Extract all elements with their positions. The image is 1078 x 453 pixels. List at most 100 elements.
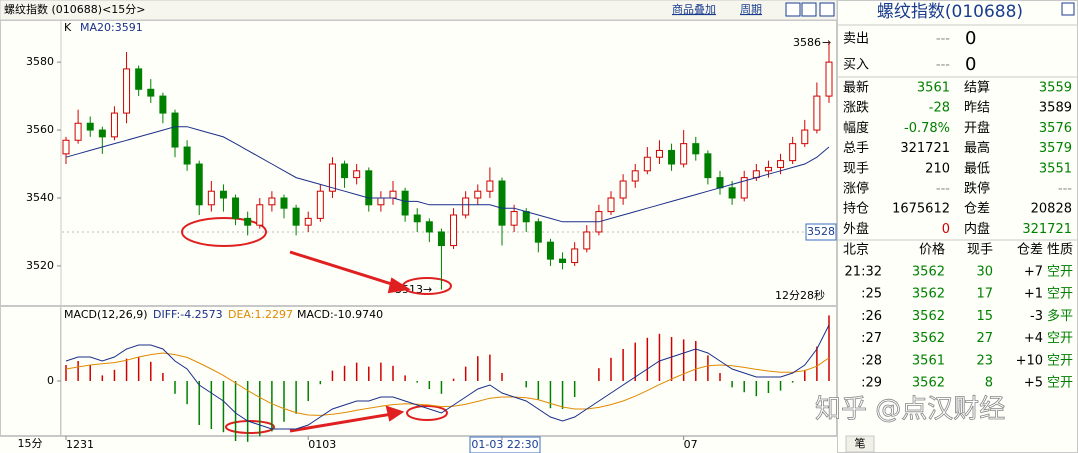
panel-button[interactable]	[1061, 2, 1075, 16]
candle-body	[292, 207, 300, 226]
trade-cell: 3562	[912, 287, 945, 302]
candle-body	[619, 180, 627, 199]
candle-body	[486, 180, 494, 192]
trade-cell: +4	[1024, 331, 1043, 346]
quote-value: 3576	[1039, 121, 1072, 136]
arrow	[289, 250, 399, 288]
trade-cell: 3562	[912, 376, 945, 391]
macd-value-label: MACD:-10.9740	[297, 308, 383, 321]
quote-value: -28	[929, 101, 950, 116]
candle-body	[728, 187, 736, 199]
overlay-button[interactable]: 商品叠加	[672, 2, 716, 16]
dea-line	[65, 352, 830, 416]
candle-body	[159, 95, 167, 114]
nav-button[interactable]	[801, 2, 817, 17]
high-arrow: →	[822, 36, 831, 49]
quote-label: 幅度	[843, 120, 869, 136]
y-tick-label: 3580	[26, 55, 54, 68]
candle-body	[98, 129, 106, 138]
watermark: 知乎 @点汉财经	[815, 395, 1005, 425]
trade-cell: 3562	[912, 265, 945, 280]
candle-body	[341, 163, 349, 179]
trade-cell: 3562	[912, 331, 945, 346]
candle-body	[631, 170, 639, 182]
quote-value: ---	[1058, 182, 1072, 197]
trade-cell: 17	[976, 287, 993, 302]
macd-diff-label: DIFF:-4.2573	[153, 308, 223, 321]
candle-body	[123, 68, 131, 114]
book-price: ---	[936, 32, 950, 47]
trade-cell: 空开	[1047, 287, 1073, 302]
quote-label: 涨跌	[843, 100, 869, 116]
quote-label: 昨结	[964, 101, 990, 116]
quote-value: -0.78%	[904, 121, 950, 136]
trade-cell: :26	[861, 309, 882, 324]
candle-body	[62, 139, 70, 155]
trade-cell: -3	[1030, 309, 1043, 324]
trade-cell: 27	[976, 331, 993, 346]
candle-body	[498, 180, 506, 226]
tab[interactable]	[845, 435, 875, 453]
candle-body	[280, 197, 288, 209]
trades-header: 性质	[1047, 243, 1073, 258]
period-label: 15分	[18, 437, 43, 450]
trade-cell: 3562	[912, 309, 945, 324]
quote-label: 持仓	[843, 202, 869, 217]
candle-body	[643, 156, 651, 172]
trade-cell: 30	[976, 265, 993, 280]
candle-body	[147, 88, 155, 97]
y-tick-label: 3560	[26, 123, 54, 136]
candle-body	[777, 160, 785, 168]
trade-cell: 空开	[1047, 376, 1073, 391]
trade-cell: 21:32	[845, 265, 882, 280]
candle-body	[389, 190, 397, 199]
arrow-head	[387, 277, 411, 294]
book-label: 卖出	[843, 32, 869, 47]
nav-buttons	[785, 2, 835, 17]
quote-label: 最新	[843, 80, 869, 96]
trade-cell: 15	[976, 309, 993, 324]
candle-body	[207, 190, 215, 206]
quote-label: 开盘	[964, 120, 990, 136]
candle-body	[195, 163, 203, 206]
candle-body	[668, 149, 676, 165]
candle-body	[353, 170, 361, 179]
price-panel	[0, 20, 837, 306]
trade-cell: +7	[1024, 265, 1043, 280]
trade-cell: +1	[1024, 287, 1043, 302]
candle-body	[86, 122, 94, 131]
quote-label: 涨停	[843, 181, 869, 197]
candle-body	[704, 153, 712, 179]
quote-label: 仓差	[964, 202, 990, 217]
candle-body	[740, 177, 748, 199]
y-tick-label: 3540	[26, 191, 54, 204]
candle-body	[413, 214, 421, 223]
trade-cell: +10	[1016, 353, 1043, 368]
trade-cell: 空开	[1047, 331, 1073, 346]
trades-header: 仓差	[1017, 243, 1043, 258]
x-tick-label: 1231	[66, 438, 94, 451]
period-button[interactable]: 周期	[740, 3, 762, 16]
nav-button[interactable]	[785, 2, 801, 17]
quote-label: 跌停	[964, 181, 990, 197]
candle-body	[316, 190, 324, 219]
candle-body	[789, 143, 797, 162]
trades-header: 现手	[967, 243, 993, 258]
candle-body	[546, 241, 554, 260]
highlight-ellipse	[181, 217, 267, 247]
quote-title: 螺纹指数(010688)	[877, 2, 1023, 22]
candle-body	[510, 211, 518, 226]
header-title: 螺纹指数 (010688)<15分>	[4, 2, 146, 16]
low-arrow: →	[423, 283, 432, 296]
nav-button[interactable]	[819, 2, 835, 17]
quote-value: 210	[925, 161, 950, 176]
trade-cell: :27	[861, 331, 882, 346]
quote-value: 321721	[1022, 222, 1072, 237]
book-volume: 0	[965, 28, 976, 49]
quote-value: 3579	[1039, 141, 1072, 156]
candle-body	[377, 197, 385, 206]
trade-cell: 空开	[1047, 353, 1073, 368]
book-label: 买入	[843, 58, 869, 73]
quote-value: 3589	[1039, 101, 1072, 116]
trade-cell: 3561	[912, 353, 945, 368]
